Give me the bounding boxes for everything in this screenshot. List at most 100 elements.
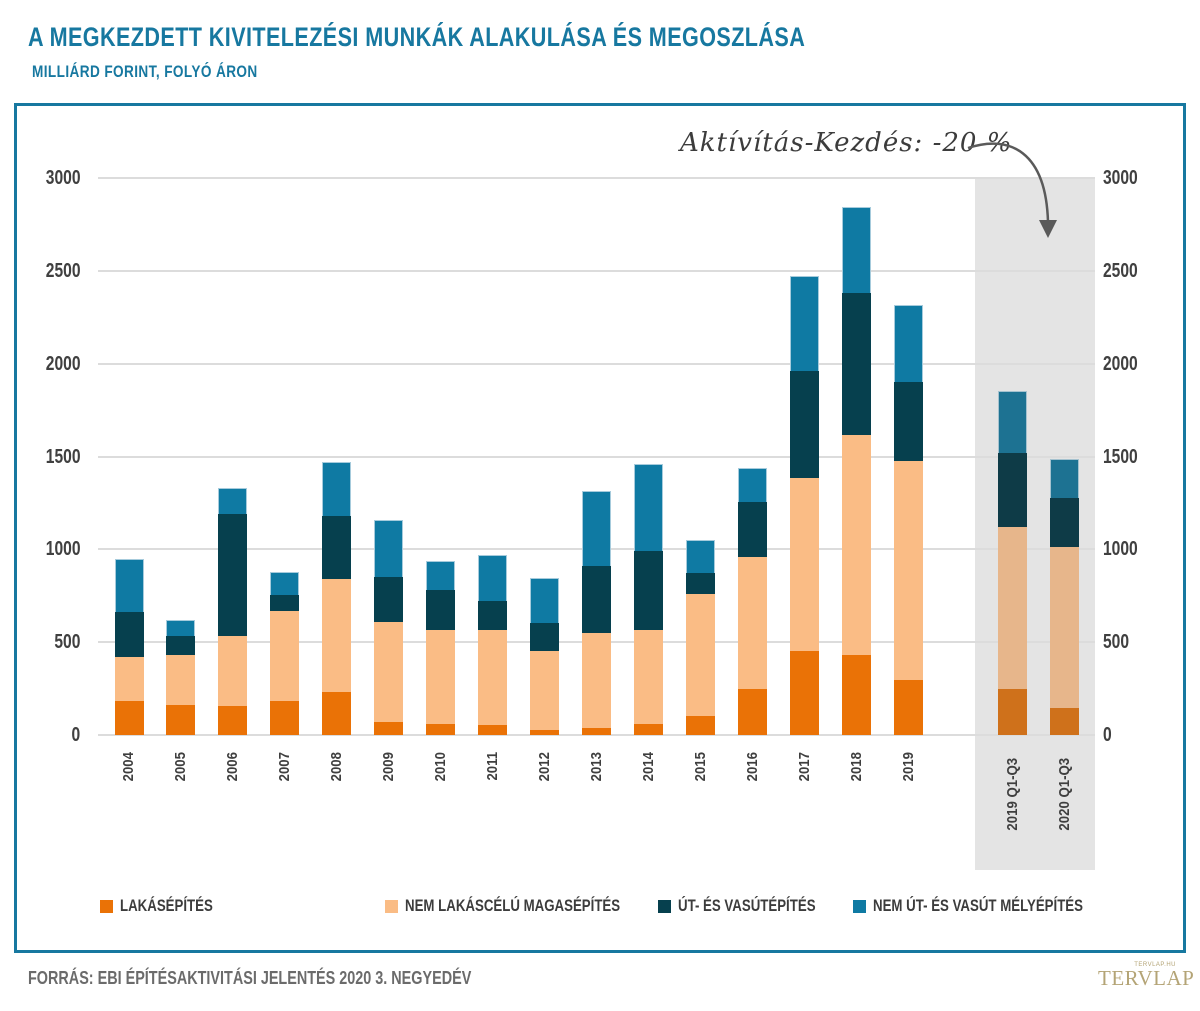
y-axis-label-right-2500: 2500 [1103, 259, 1138, 282]
y-axis-label-right-2000: 2000 [1103, 352, 1138, 375]
segment-2008-series-1 [322, 579, 352, 693]
segment-2015-series-3 [686, 540, 716, 574]
legend-swatch-icon [658, 899, 671, 913]
legend-item-1: NEM LAKÁSCÉLÚ MAGASÉPÍTÉS [385, 896, 681, 916]
x-axis-label-2012: 2012 [535, 752, 553, 782]
logo-small-text: TERVLAP.HU [1134, 962, 1176, 968]
segment-2004-series-0 [114, 700, 144, 735]
segment-2009-series-1 [374, 621, 404, 722]
page-title-text: A MEGKEZDETT KIVITELEZÉSI MUNKÁK ALAKULÁ… [28, 22, 806, 52]
y-axis-label-right-0: 0 [1103, 724, 1112, 746]
segment-2019 Q1-Q3-series-1 [998, 527, 1027, 689]
segment-2011-series-0 [478, 724, 508, 735]
segment-2012-series-2 [530, 622, 560, 651]
x-axis-label-2020 Q1-Q3: 2020 Q1-Q3 [1055, 757, 1073, 831]
legend-swatch-icon [385, 899, 398, 913]
segment-2018-series-3 [842, 206, 872, 294]
segment-2019 Q1-Q3-series-2 [998, 452, 1027, 528]
bar-2005 [166, 619, 196, 735]
bar-2010 [426, 561, 456, 735]
x-axis-label-2013: 2013 [587, 752, 605, 782]
segment-2006-series-0 [218, 706, 248, 735]
segment-2009-series-2 [374, 577, 404, 622]
segment-2007-series-1 [270, 610, 300, 701]
chart-frame [14, 103, 1186, 953]
segment-2007-series-2 [270, 594, 300, 611]
segment-2020 Q1-Q3-series-1 [1050, 547, 1079, 709]
bar-2007 [270, 571, 300, 735]
segment-2020 Q1-Q3-series-0 [1050, 708, 1079, 735]
x-axis-label-2015: 2015 [691, 752, 709, 782]
segment-2004-series-3 [114, 558, 144, 613]
bar-2016 [738, 467, 768, 735]
segment-2019-series-3 [894, 305, 924, 383]
y-axis-label-left-3000: 3000 [45, 167, 80, 189]
segment-2020 Q1-Q3-series-2 [1050, 498, 1079, 548]
segment-2018-series-0 [842, 655, 872, 735]
segment-2016-series-0 [738, 689, 768, 735]
segment-2007-series-0 [270, 700, 300, 735]
gridline-2500 [98, 269, 1095, 272]
x-axis-label-2005: 2005 [171, 752, 189, 782]
legend-item-0: LAKÁSÉPÍTÉS [100, 896, 239, 916]
segment-2011-series-2 [478, 601, 508, 631]
legend-label: LAKÁSÉPÍTÉS [120, 896, 213, 915]
segment-2019-series-0 [894, 680, 924, 735]
bar-2009 [374, 519, 404, 735]
gridline-2000 [98, 362, 1095, 365]
y-axis-label-right-500: 500 [1103, 631, 1130, 654]
bar-2004 [114, 558, 144, 735]
segment-2020 Q1-Q3-series-3 [1050, 459, 1079, 499]
segment-2010-series-0 [426, 723, 456, 735]
segment-2014-series-3 [634, 463, 664, 552]
logo-wordmark: TERVLAP [1098, 966, 1195, 990]
x-axis-label-2011: 2011 [483, 751, 501, 781]
bar-2017 [790, 276, 820, 735]
segment-2014-series-2 [634, 551, 664, 631]
segment-2008-series-2 [322, 515, 352, 580]
segment-2012-series-3 [530, 578, 560, 623]
segment-2019-series-2 [894, 382, 924, 462]
y-axis-label-left-1000: 1000 [45, 538, 80, 561]
segment-2009-series-0 [374, 721, 404, 735]
segment-2014-series-1 [634, 630, 664, 724]
y-axis-label-right-3000: 3000 [1103, 167, 1138, 189]
y-axis-label-right-1500: 1500 [1103, 445, 1138, 468]
gridline-1500 [98, 455, 1095, 458]
segment-2013-series-0 [582, 728, 612, 735]
segment-2008-series-3 [322, 462, 352, 516]
segment-2005-series-2 [166, 635, 196, 656]
tervlap-logo: TERVLAP.HU TERVLAP [1098, 962, 1195, 990]
bar-2014 [634, 463, 664, 735]
y-axis-label-left-1500: 1500 [45, 445, 80, 468]
segment-2004-series-1 [114, 656, 144, 701]
page-subtitle: MILLIÁRD FORINT, FOLYÓ ÁRON [32, 62, 314, 82]
page-subtitle-text: MILLIÁRD FORINT, FOLYÓ ÁRON [32, 62, 258, 81]
x-axis-label-2004: 2004 [120, 752, 137, 782]
segment-2011-series-3 [478, 554, 508, 602]
segment-2015-series-2 [686, 573, 716, 594]
segment-2019 Q1-Q3-series-3 [998, 390, 1027, 453]
bar-2008 [322, 462, 352, 735]
segment-2010-series-1 [426, 630, 456, 724]
segment-2018-series-2 [842, 293, 872, 436]
x-axis-label-2018: 2018 [847, 752, 865, 782]
segment-2017-series-0 [790, 651, 820, 735]
bar-2015 [686, 540, 716, 735]
gridline-0 [98, 734, 1095, 736]
segment-2013-series-3 [582, 490, 612, 567]
x-axis-label-2019 Q1-Q3: 2019 Q1-Q3 [1003, 757, 1021, 831]
bar-2019 [894, 305, 924, 735]
chart-legend: LAKÁSÉPÍTÉS NEM LAKÁSCÉLÚ MAGASÉPÍTÉS ÚT- … [0, 896, 1200, 924]
x-axis-label-2017: 2017 [795, 752, 813, 782]
segment-2006-series-1 [218, 635, 248, 707]
segment-2019-series-1 [894, 461, 924, 681]
legend-item-2: ÚT- ÉS VASÚTÉPÍTÉS [658, 896, 854, 916]
segment-2005-series-1 [166, 655, 196, 706]
segment-2015-series-0 [686, 716, 716, 735]
legend-item-3: NEM ÚT- ÉS VASÚT MÉLYÉPÍTÉS [853, 896, 1142, 916]
segment-2012-series-0 [530, 730, 560, 735]
segment-2005-series-3 [166, 619, 196, 636]
x-axis-label-2014: 2014 [639, 752, 657, 782]
x-axis-label-2006: 2006 [223, 752, 241, 782]
